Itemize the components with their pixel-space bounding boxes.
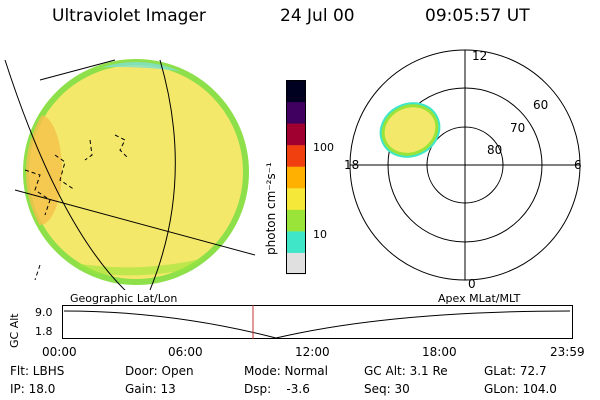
info-filter: Flt: LBHS — [10, 364, 65, 378]
colorbar-segment — [286, 101, 306, 124]
colorbar-segment — [286, 187, 306, 210]
color-scale-bar — [286, 80, 306, 275]
geographic-grid — [4, 59, 256, 290]
apex-label: Apex MLat/MLT — [438, 292, 521, 305]
colorbar-segment — [286, 252, 306, 275]
altitude-tick-high: 9.0 — [35, 306, 53, 319]
info-seq: Seq: 30 — [364, 382, 410, 396]
mlat-label-60: 60 — [533, 98, 548, 112]
colorbar-segment — [286, 144, 306, 167]
colorbar-unit-label: photon cm⁻²s⁻¹ — [264, 162, 278, 255]
mlt-label-18: 18 — [344, 158, 359, 172]
info-glon: GLon: 104.0 — [484, 382, 557, 396]
time-tick-0000: 00:00 — [42, 345, 77, 359]
observation-time: 09:05:57 UT — [425, 6, 530, 26]
colorbar-segment — [286, 230, 306, 253]
altitude-curve — [63, 310, 571, 339]
info-mode: Mode: Normal — [244, 364, 328, 378]
altitude-plot — [62, 305, 573, 339]
info-dsp: Dsp: -3.6 — [244, 382, 310, 396]
time-tick-0600: 06:00 — [168, 345, 203, 359]
time-tick-2359: 23:59 — [550, 345, 585, 359]
info-gc-alt: GC Alt: 3.1 Re — [364, 364, 448, 378]
colorbar-tick-10: 10 — [313, 228, 327, 241]
altitude-tick-low: 1.8 — [35, 325, 53, 338]
time-tick-1800: 18:00 — [422, 345, 457, 359]
time-tick-1200: 12:00 — [295, 345, 330, 359]
observation-date: 24 Jul 00 — [280, 6, 355, 26]
mlt-label-12: 12 — [472, 49, 487, 63]
colorbar-tick-100: 100 — [313, 141, 334, 154]
instrument-title: Ultraviolet Imager — [52, 6, 206, 26]
colorbar-segment — [286, 209, 306, 232]
info-glat: GLat: 72.7 — [484, 364, 547, 378]
mlat-label-80: 80 — [487, 143, 502, 157]
colorbar-segment — [286, 166, 306, 189]
mlt-label-0: 0 — [468, 277, 476, 290]
altitude-axis-label: GC Alt — [8, 313, 21, 348]
auroral-patch — [379, 102, 441, 158]
mlat-label-70: 70 — [510, 121, 525, 135]
geographic-label: Geographic Lat/Lon — [70, 292, 178, 305]
info-door: Door: Open — [125, 364, 194, 378]
colorbar-segment — [286, 80, 306, 103]
mlt-label-6: 6 — [574, 158, 582, 172]
coastlines — [24, 134, 129, 281]
info-gain: Gain: 13 — [125, 382, 176, 396]
colorbar-segment — [286, 123, 306, 146]
info-ip: IP: 18.0 — [10, 382, 56, 396]
earth-disk-image — [4, 59, 256, 290]
polar-mlat-mlt-plot: 12 18 6 0 60 70 80 — [344, 49, 582, 290]
